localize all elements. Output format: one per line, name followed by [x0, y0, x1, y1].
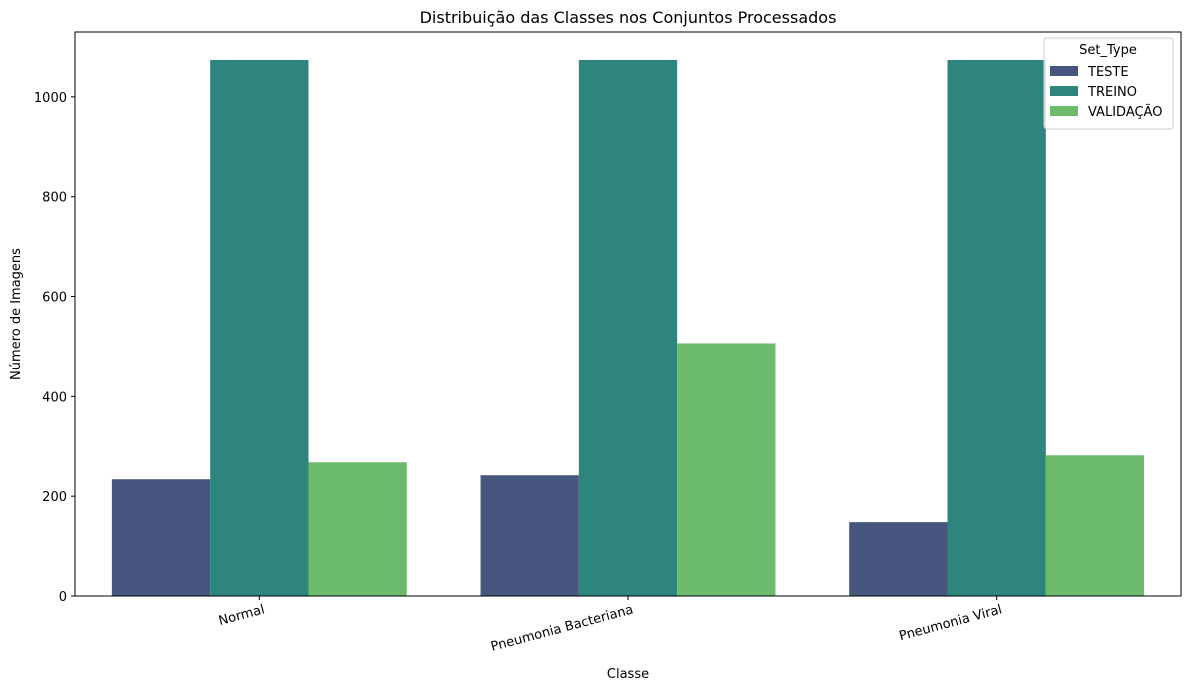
bar-normal-validação [308, 462, 407, 596]
chart-title: Distribuição das Classes nos Conjuntos P… [420, 8, 837, 27]
bar-pneumonia-viral-treino [947, 59, 1046, 597]
x-axis: Normal Pneumonia Bacteriana Pneumonia Vira… [217, 596, 1004, 655]
x-tick-label: Pneumonia Viral [898, 602, 1004, 644]
bar-pneumonia-bacteriana-validação [677, 343, 776, 596]
legend-items: TESTE TREINO VALIDAÇÃO [1050, 65, 1162, 120]
y-tick-label: 0 [59, 590, 67, 605]
legend: Set_Type TESTE TREINO VALIDAÇÃO [1043, 37, 1174, 130]
legend-label-validação: VALIDAÇÃO [1088, 104, 1162, 120]
bars-group [111, 59, 1145, 597]
x-axis-label: Classe [607, 667, 649, 682]
y-axis: 0 200 400 600 800 1000 [34, 91, 75, 605]
x-tick-label: Pneumonia Bacteriana [489, 602, 635, 655]
legend-title: Set_Type [1079, 43, 1137, 58]
y-tick-label: 200 [42, 490, 67, 505]
legend-swatch-teste [1050, 66, 1078, 76]
legend-swatch-treino [1050, 86, 1078, 96]
y-tick-label: 1000 [34, 91, 67, 106]
legend-label-teste: TESTE [1087, 65, 1129, 80]
y-tick-label: 800 [42, 191, 67, 206]
y-axis-label: Número de Imagens [9, 248, 24, 380]
bar-pneumonia-viral-teste [849, 522, 948, 596]
legend-swatch-validação [1050, 106, 1078, 116]
bar-normal-teste [111, 479, 211, 596]
y-tick-label: 400 [42, 390, 67, 405]
bar-normal-treino [210, 59, 309, 597]
bar-pneumonia-bacteriana-treino [578, 59, 678, 597]
bar-pneumonia-bacteriana-teste [480, 475, 579, 596]
bar-pneumonia-viral-validação [1045, 455, 1145, 596]
y-tick-label: 600 [42, 291, 67, 306]
legend-label-treino: TREINO [1087, 85, 1137, 100]
x-tick-label: Normal [217, 602, 266, 629]
